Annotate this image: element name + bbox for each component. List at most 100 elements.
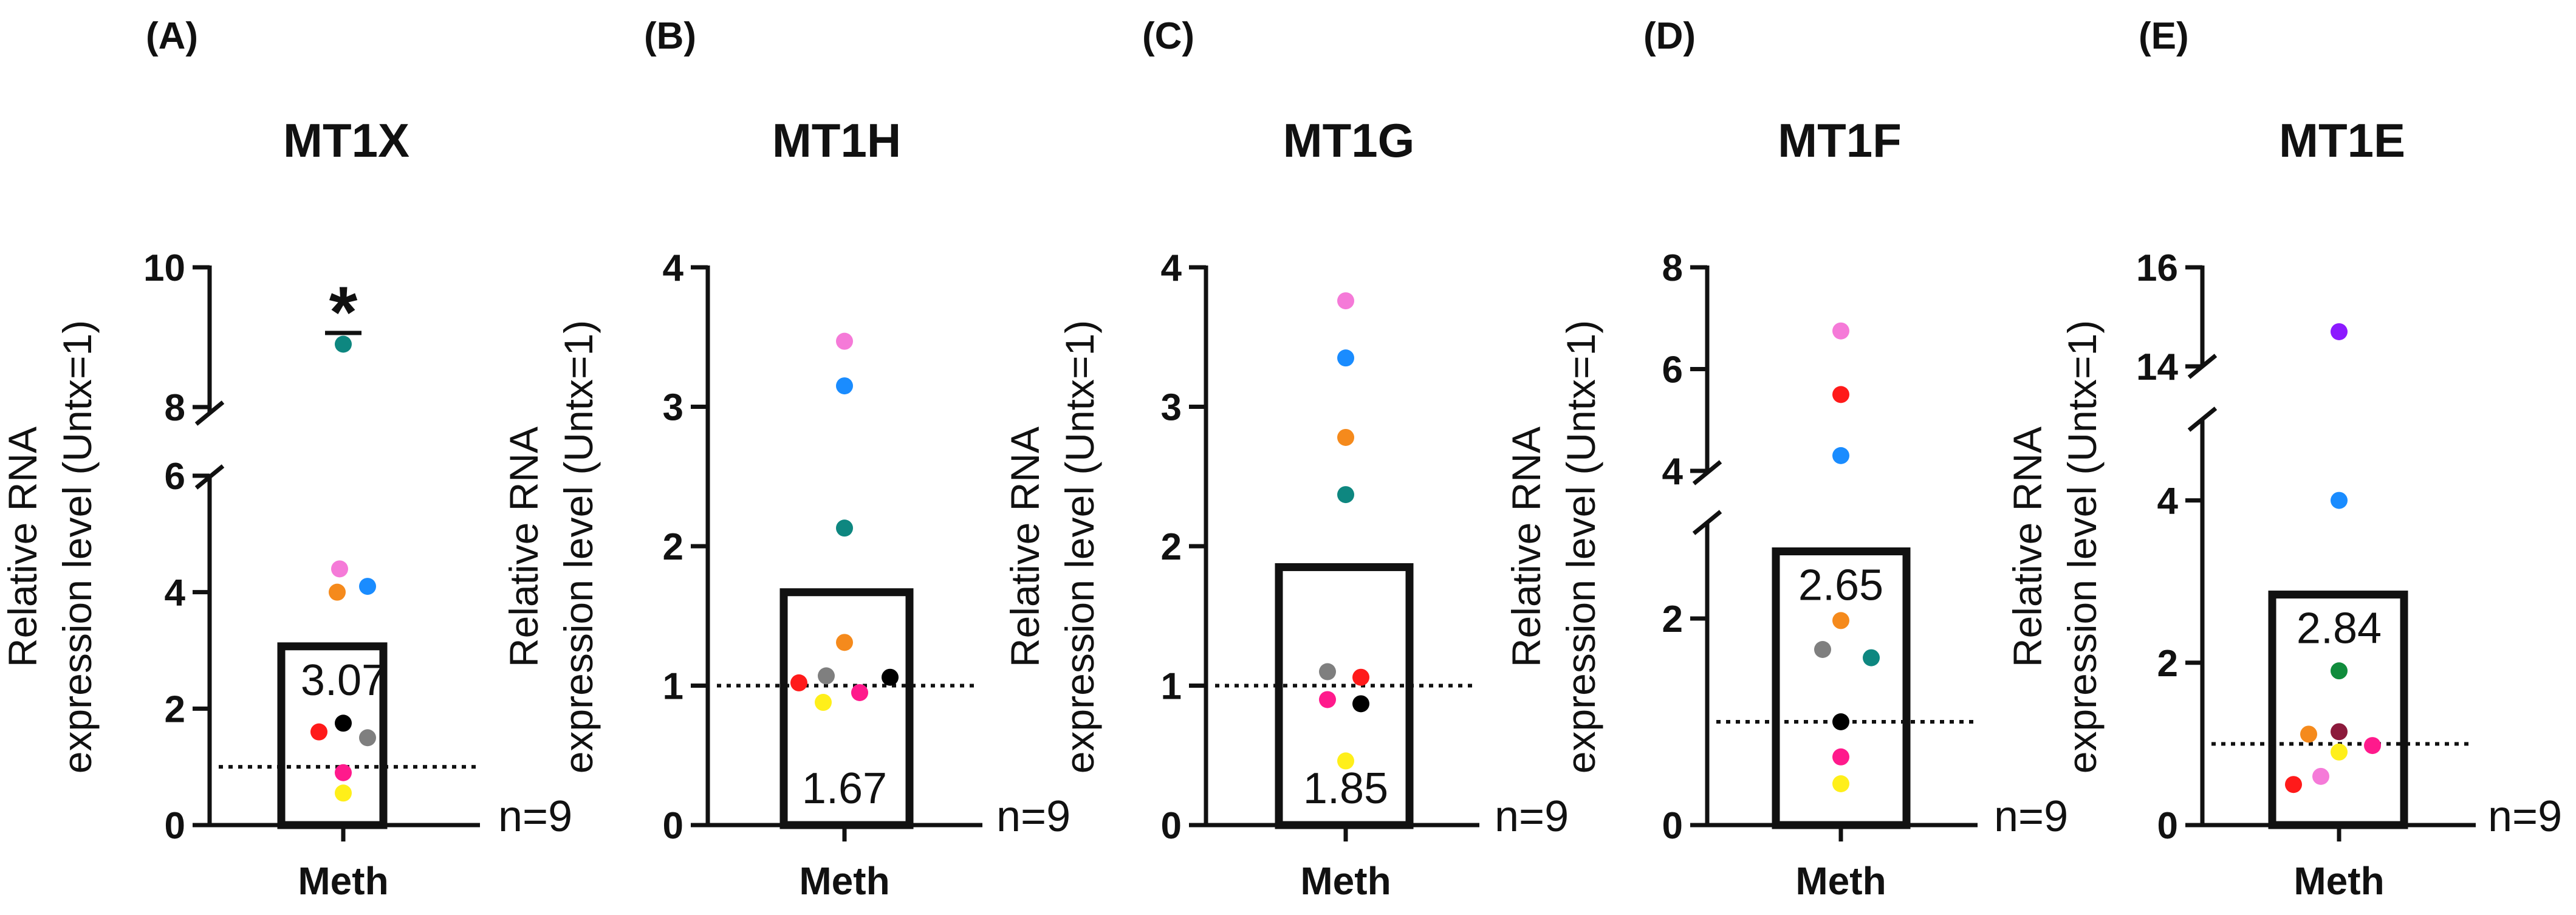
mean-value-label: 1.67 bbox=[802, 764, 887, 813]
mean-bar bbox=[2268, 591, 2408, 829]
y-tick-label: 16 bbox=[2136, 247, 2178, 289]
data-point bbox=[1337, 428, 1354, 446]
y-tick-label: 0 bbox=[1662, 805, 1683, 847]
panel-label: (A) bbox=[146, 15, 198, 57]
data-point bbox=[836, 519, 853, 537]
y-axis-label-line-1: Relative RNA bbox=[1504, 427, 1549, 667]
data-point bbox=[2312, 767, 2329, 785]
y-axis-label-line-1: Relative RNA bbox=[0, 427, 45, 667]
data-point bbox=[1337, 349, 1354, 367]
data-point bbox=[2364, 737, 2381, 755]
data-point bbox=[1319, 691, 1336, 708]
data-point bbox=[1337, 486, 1354, 504]
data-point bbox=[882, 668, 899, 686]
y-tick-label: 0 bbox=[2157, 805, 2178, 847]
data-point bbox=[335, 335, 352, 353]
y-tick-label: 8 bbox=[1662, 247, 1683, 289]
significance-marker: * bbox=[329, 272, 358, 353]
data-point bbox=[1832, 748, 1849, 766]
data-point bbox=[1832, 447, 1849, 464]
y-tick-label: 4 bbox=[1662, 451, 1684, 493]
panel-d: (D) MT1F Relative RNA expression level (Unt… bbox=[1504, 15, 2068, 903]
data-point bbox=[815, 694, 832, 711]
chart-title: MT1X bbox=[283, 114, 409, 167]
mean-value-label: 2.84 bbox=[2297, 605, 2382, 653]
data-point bbox=[1863, 649, 1880, 667]
y-tick-label: 2 bbox=[1161, 526, 1182, 568]
panel-label: (E) bbox=[2139, 15, 2189, 57]
chart-title: MT1F bbox=[1778, 114, 1902, 167]
y-axis-label: Relative RNA expression level (Untx=1) bbox=[501, 320, 601, 774]
data-point bbox=[1832, 612, 1849, 629]
y-tick-label: 6 bbox=[165, 456, 185, 498]
data-point bbox=[310, 723, 327, 741]
x-category-label: Meth bbox=[1795, 859, 1886, 903]
chart-title: MT1H bbox=[772, 114, 901, 167]
data-point bbox=[359, 578, 376, 595]
data-point bbox=[818, 667, 835, 685]
y-tick-label: 8 bbox=[165, 387, 185, 429]
data-point bbox=[836, 634, 853, 651]
data-point bbox=[1832, 322, 1849, 340]
y-tick-label: 6 bbox=[1662, 349, 1683, 391]
y-tick-label: 0 bbox=[165, 805, 185, 847]
axis-break-mark bbox=[1692, 510, 1722, 535]
mean-value-label: 2.65 bbox=[1798, 561, 1883, 610]
y-axis-label-line-2: expression level (Untx=1) bbox=[1057, 320, 1102, 774]
y-tick-label: 3 bbox=[1161, 387, 1182, 429]
panel-label: (C) bbox=[1142, 15, 1194, 57]
panel-label: (B) bbox=[644, 15, 696, 57]
panel-b: (B) MT1H Relative RNA expression level (Unt… bbox=[501, 15, 1070, 903]
chart-title: MT1G bbox=[1283, 114, 1415, 167]
y-axis-label: Relative RNA expression level (Untx=1) bbox=[1504, 320, 1603, 774]
data-point bbox=[2285, 776, 2302, 793]
data-point bbox=[1337, 752, 1354, 770]
n-label: n=9 bbox=[996, 792, 1070, 841]
mean-bar bbox=[277, 642, 388, 829]
x-category-label: Meth bbox=[2293, 859, 2384, 903]
y-tick-label: 1 bbox=[663, 666, 683, 708]
data-point bbox=[1319, 663, 1336, 680]
y-axis-label: Relative RNA expression level (Untx=1) bbox=[0, 320, 100, 774]
data-point bbox=[1352, 695, 1369, 713]
mean-value-label: 3.07 bbox=[301, 656, 386, 705]
data-point bbox=[836, 377, 853, 395]
panel-label: (D) bbox=[1643, 15, 1696, 57]
y-tick-label: 4 bbox=[2157, 481, 2179, 523]
data-point bbox=[2331, 323, 2348, 340]
y-tick-label: 0 bbox=[663, 805, 683, 847]
data-point bbox=[335, 715, 352, 732]
y-axis-label: Relative RNA expression level (Untx=1) bbox=[2005, 320, 2105, 774]
panel-e: (E) MT1E Relative RNA expression level (Unt… bbox=[2005, 15, 2562, 903]
y-axis-label-line-2: expression level (Untx=1) bbox=[2060, 320, 2105, 774]
mean-bar bbox=[779, 588, 914, 829]
y-tick-label: 2 bbox=[2157, 643, 2178, 685]
y-tick-label: 4 bbox=[165, 572, 186, 614]
x-category-label: Meth bbox=[799, 859, 889, 903]
y-tick-label: 4 bbox=[1161, 247, 1182, 289]
data-point bbox=[2331, 492, 2348, 509]
axis-break-mark bbox=[2187, 406, 2218, 432]
n-label: n=9 bbox=[1994, 792, 2068, 841]
y-tick-label: 2 bbox=[663, 526, 683, 568]
data-point bbox=[1832, 775, 1849, 792]
panel-a: (A) MT1X Relative RNA expression level (Unt… bbox=[0, 15, 572, 903]
y-axis-label-line-1: Relative RNA bbox=[2005, 427, 2050, 667]
data-point bbox=[851, 684, 868, 701]
y-axis-label: Relative RNA expression level (Untx=1) bbox=[1002, 320, 1102, 774]
data-point bbox=[2331, 662, 2348, 680]
data-point bbox=[2300, 725, 2317, 743]
y-tick-label: 0 bbox=[1161, 805, 1182, 847]
mean-value-label: 1.85 bbox=[1303, 764, 1388, 813]
data-point bbox=[2331, 743, 2348, 761]
y-tick-label: 2 bbox=[1662, 598, 1683, 640]
n-label: n=9 bbox=[498, 792, 572, 841]
axis-break-mark bbox=[194, 400, 225, 426]
n-label: n=9 bbox=[2488, 792, 2562, 841]
n-label: n=9 bbox=[1495, 792, 1569, 841]
data-point bbox=[2331, 723, 2348, 741]
x-category-label: Meth bbox=[1300, 859, 1391, 903]
mean-bar bbox=[1275, 563, 1414, 829]
y-tick-label: 4 bbox=[663, 247, 684, 289]
